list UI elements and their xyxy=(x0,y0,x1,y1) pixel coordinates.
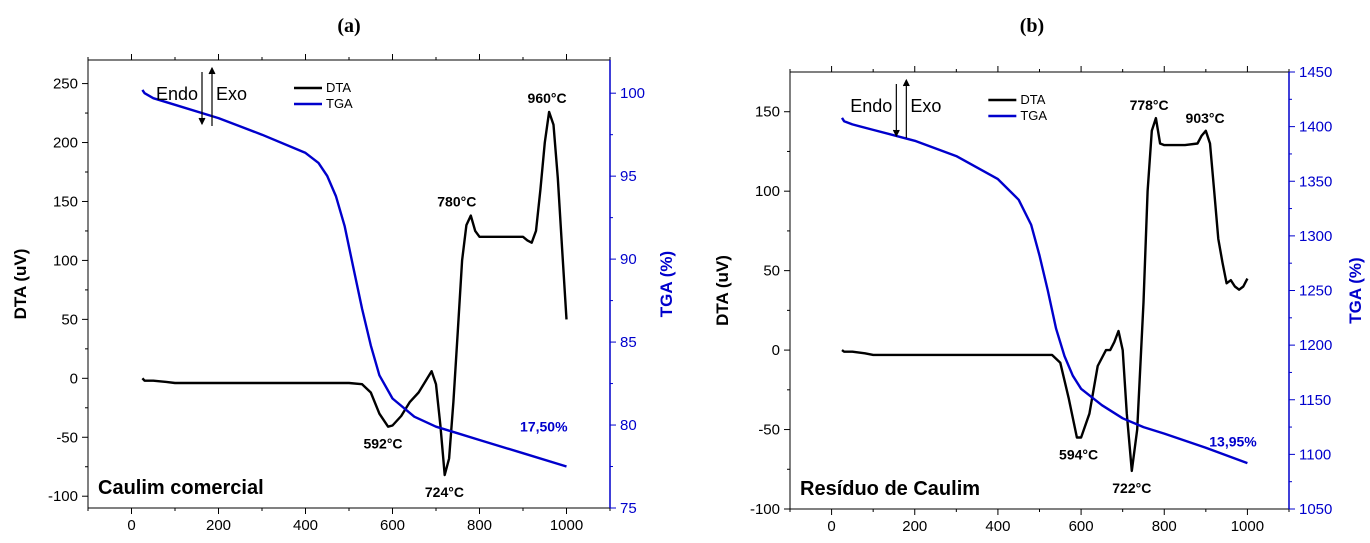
y-tick-label: -100 xyxy=(750,501,780,518)
x-tick-label: 800 xyxy=(1152,518,1177,535)
legend-label-dta: DTA xyxy=(326,80,351,95)
x-axis-title: Temperatura (°C) xyxy=(281,540,418,543)
legend-label-tga: TGA xyxy=(1020,108,1047,123)
y2-axis-title: TGA (%) xyxy=(1346,257,1365,323)
series-dta-line xyxy=(841,116,1249,473)
series-tga-line xyxy=(141,89,567,468)
y2-tick-label: 75 xyxy=(620,500,637,517)
y2-tick-label: 90 xyxy=(620,251,637,268)
annotation-label: 778°C xyxy=(1130,97,1169,113)
annotation-label: 13,95% xyxy=(1209,434,1257,450)
y-tick-label: 0 xyxy=(772,342,780,359)
endo-arrow-head xyxy=(892,129,900,138)
series-tga-line xyxy=(840,117,1248,465)
annotation-label: 903°C xyxy=(1186,110,1225,126)
x-tick-label: 1000 xyxy=(1231,518,1264,535)
y-tick-label: 100 xyxy=(53,252,78,269)
endo-label: Endo xyxy=(156,84,198,104)
sample-label: Resíduo de Caulim xyxy=(800,478,980,500)
panel-title: (b) xyxy=(1020,15,1044,37)
annotation-label: 724°C xyxy=(425,484,464,500)
annotation-label: 592°C xyxy=(363,436,402,452)
y2-tick-label: 85 xyxy=(620,334,637,351)
x-tick-label: 400 xyxy=(985,518,1010,535)
x-tick-label: 600 xyxy=(380,517,405,534)
endo-label: Endo xyxy=(850,96,892,116)
y2-axis-title: TGA (%) xyxy=(657,251,676,317)
y2-tick-label: 1300 xyxy=(1299,228,1332,245)
y2-tick-label: 1250 xyxy=(1299,283,1332,300)
y-tick-label: -50 xyxy=(758,422,780,439)
y-axis-title: DTA (uV) xyxy=(713,255,732,326)
panel-title: (a) xyxy=(337,15,360,37)
y2-tick-label: 1050 xyxy=(1299,501,1332,518)
annotation-label: 17,50% xyxy=(520,419,568,435)
y-tick-label: 250 xyxy=(53,76,78,93)
x-tick-label: 200 xyxy=(206,517,231,534)
x-tick-label: 600 xyxy=(1069,518,1094,535)
y-axis-title: DTA (uV) xyxy=(11,249,30,320)
y-tick-label: 0 xyxy=(70,370,78,387)
y2-tick-label: 1150 xyxy=(1299,392,1331,409)
y2-tick-label: 1100 xyxy=(1299,446,1331,463)
y2-tick-label: 1450 xyxy=(1299,64,1332,81)
x-tick-label: 200 xyxy=(902,518,927,535)
y-tick-label: 50 xyxy=(763,263,780,280)
x-tick-label: 1000 xyxy=(550,517,583,534)
x-tick-label: 0 xyxy=(127,517,135,534)
legend-label-tga: TGA xyxy=(326,96,353,111)
annotation-label: 960°C xyxy=(528,90,567,106)
exo-label: Exo xyxy=(910,96,941,116)
y-tick-label: 200 xyxy=(53,135,78,152)
endo-arrow-head xyxy=(198,117,206,126)
y-tick-label: -100 xyxy=(48,488,78,505)
y2-tick-label: 1400 xyxy=(1299,119,1332,136)
panel-b: (b) 0 200 400 600 800 1000 -100 -50 0 50 100 150 1050… xyxy=(713,15,1365,543)
y-tick-label: 100 xyxy=(755,183,780,200)
y-tick-label: 50 xyxy=(61,311,78,328)
series-dta-line xyxy=(141,110,568,477)
y2-tick-label: 80 xyxy=(620,417,637,434)
y-tick-label: -50 xyxy=(56,429,78,446)
exo-arrow-head xyxy=(902,78,910,87)
x-tick-label: 400 xyxy=(293,517,318,534)
legend-label-dta: DTA xyxy=(1020,92,1045,107)
x-tick-label: 0 xyxy=(827,518,835,535)
x-axis-title: Temperatura (°C) xyxy=(971,541,1108,543)
x-tick-label: 800 xyxy=(467,517,492,534)
exo-label: Exo xyxy=(216,84,247,104)
y2-tick-label: 1200 xyxy=(1299,337,1332,354)
y2-tick-label: 1350 xyxy=(1299,173,1332,190)
y2-tick-label: 100 xyxy=(620,85,645,102)
annotation-label: 594°C xyxy=(1059,446,1098,462)
y2-tick-label: 95 xyxy=(620,168,637,185)
sample-label: Caulim comercial xyxy=(98,477,264,499)
annotation-label: 722°C xyxy=(1112,480,1151,496)
annotation-label: 780°C xyxy=(437,194,476,210)
y-tick-label: 150 xyxy=(755,104,780,121)
y-tick-label: 150 xyxy=(53,193,78,210)
panel-a: (a) 0 200 400 600 800 1000 -100 -50 0 50 100 150 200 2… xyxy=(11,15,676,543)
exo-arrow-head xyxy=(208,66,216,75)
